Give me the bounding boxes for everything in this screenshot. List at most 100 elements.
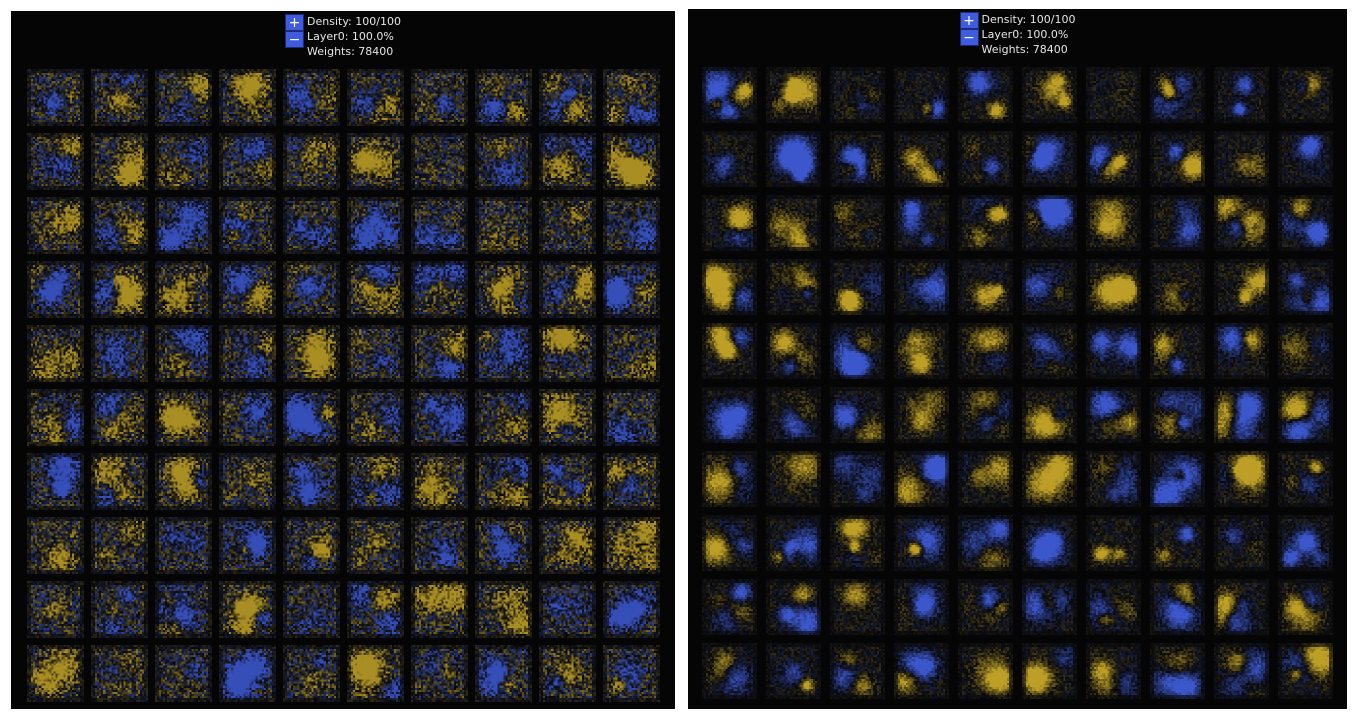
- weight-tile: [603, 133, 660, 190]
- weight-tile: [155, 645, 212, 702]
- weight-tile: [1022, 451, 1077, 507]
- weight-tile: [702, 131, 757, 187]
- weight-tile: [1022, 515, 1077, 571]
- weight-tile: [1022, 643, 1077, 699]
- weight-tile: [1214, 195, 1269, 251]
- weight-tile: [155, 517, 212, 574]
- weight-tile: [1086, 515, 1141, 571]
- weight-tile: [894, 67, 949, 123]
- weight-tile: [411, 69, 468, 126]
- weight-tile: [702, 67, 757, 123]
- weight-tile: [347, 517, 404, 574]
- weight-tile: [91, 197, 148, 254]
- weight-tile: [27, 69, 84, 126]
- weight-tile: [219, 389, 276, 446]
- weight-tile: [91, 581, 148, 638]
- weight-tile: [347, 69, 404, 126]
- weight-tile: [411, 133, 468, 190]
- weight-tile: [475, 69, 532, 126]
- weight-tile: [219, 325, 276, 382]
- weight-tile: [894, 195, 949, 251]
- weight-tile: [91, 261, 148, 318]
- weight-tile: [894, 451, 949, 507]
- weight-tile: [475, 133, 532, 190]
- weight-tile: [283, 325, 340, 382]
- weight-tile: [155, 69, 212, 126]
- weight-tile: [766, 323, 821, 379]
- weight-tile: [1086, 131, 1141, 187]
- weight-tile: [1214, 387, 1269, 443]
- weight-tile: [766, 643, 821, 699]
- weight-tile: [1214, 451, 1269, 507]
- weight-tile: [347, 389, 404, 446]
- weight-tile: [1150, 67, 1205, 123]
- panel-controls: + − Density: 100/100 Layer0: 100.0% Weig…: [11, 14, 675, 59]
- weights-label: Weights: 78400: [307, 45, 394, 58]
- weight-tile: [411, 645, 468, 702]
- weight-tile: [27, 325, 84, 382]
- weight-tile: [958, 579, 1013, 635]
- weight-tile: [155, 581, 212, 638]
- weight-tile: [958, 323, 1013, 379]
- weight-tile: [1278, 323, 1333, 379]
- weight-tile: [1150, 323, 1205, 379]
- weight-tile: [539, 581, 596, 638]
- zoom-out-button[interactable]: −: [285, 31, 305, 48]
- weight-tile: [1086, 67, 1141, 123]
- weight-tile: [283, 581, 340, 638]
- weight-tile: [1150, 195, 1205, 251]
- weight-tile: [155, 389, 212, 446]
- weight-tile: [702, 259, 757, 315]
- weight-tile: [1086, 451, 1141, 507]
- weight-tile: [475, 389, 532, 446]
- weight-tile: [27, 197, 84, 254]
- weight-tile: [347, 645, 404, 702]
- weight-tile: [958, 643, 1013, 699]
- weight-tile: [702, 323, 757, 379]
- weight-tile: [539, 389, 596, 446]
- weight-tile: [411, 261, 468, 318]
- weight-tile: [1278, 387, 1333, 443]
- weight-tile: [219, 261, 276, 318]
- weight-tile: [283, 197, 340, 254]
- weight-tile: [1278, 451, 1333, 507]
- stats-readout: Density: 100/100 Layer0: 100.0% Weights:…: [307, 14, 401, 59]
- weight-tile: [1086, 387, 1141, 443]
- weight-tile: [27, 581, 84, 638]
- weight-tile: [91, 69, 148, 126]
- weight-tile: [603, 645, 660, 702]
- weight-tile: [283, 133, 340, 190]
- weight-tile: [894, 643, 949, 699]
- weight-tile: [894, 579, 949, 635]
- weight-tile: [766, 451, 821, 507]
- weight-tile: [1214, 579, 1269, 635]
- weight-tile: [91, 645, 148, 702]
- weight-tile: [539, 261, 596, 318]
- weight-tile: [475, 325, 532, 382]
- weight-tile: [894, 515, 949, 571]
- weight-tile: [283, 645, 340, 702]
- weight-tile: [1214, 643, 1269, 699]
- weights-panel-right: + − Density: 100/100 Layer0: 100.0% Weig…: [688, 9, 1347, 709]
- weight-tile: [830, 387, 885, 443]
- weight-tile: [1150, 131, 1205, 187]
- weight-tile: [1086, 259, 1141, 315]
- zoom-out-button[interactable]: −: [959, 29, 979, 46]
- weight-tile: [1022, 579, 1077, 635]
- weight-tile: [219, 69, 276, 126]
- weight-tile: [958, 259, 1013, 315]
- weight-tile: [411, 197, 468, 254]
- weight-tile: [347, 133, 404, 190]
- weight-tile: [347, 453, 404, 510]
- weight-tile: [91, 325, 148, 382]
- weight-tile: [91, 389, 148, 446]
- weight-tile: [603, 261, 660, 318]
- weight-tile: [1086, 195, 1141, 251]
- weight-tile: [702, 195, 757, 251]
- weight-tile: [958, 195, 1013, 251]
- weight-tile: [894, 323, 949, 379]
- zoom-in-button[interactable]: +: [959, 12, 979, 29]
- weight-tile: [283, 453, 340, 510]
- zoom-in-button[interactable]: +: [285, 14, 305, 31]
- weight-tile: [27, 453, 84, 510]
